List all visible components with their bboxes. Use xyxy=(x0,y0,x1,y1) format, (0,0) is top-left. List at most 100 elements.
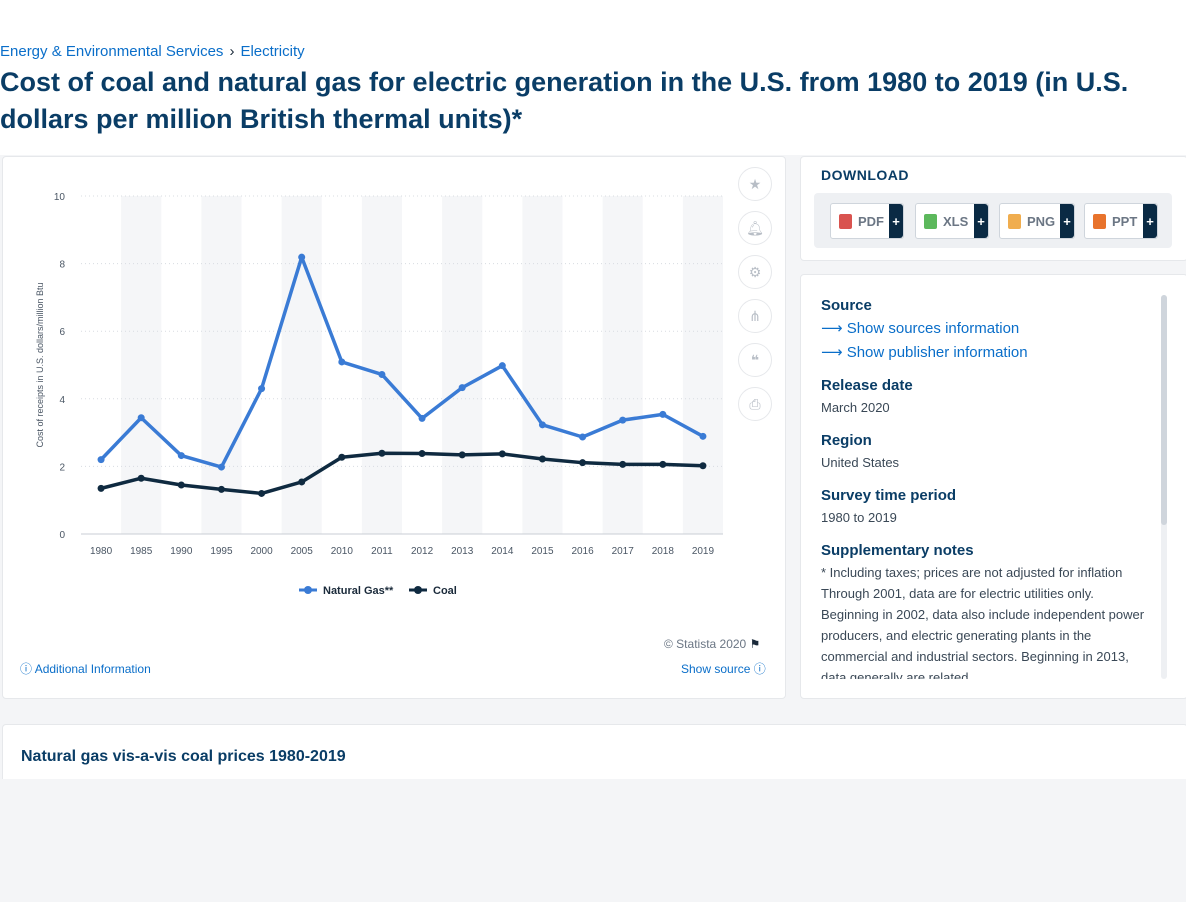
x-tick-label: 2005 xyxy=(291,546,314,557)
breadcrumb-separator: › xyxy=(229,43,235,60)
x-tick-label: 1985 xyxy=(130,546,153,557)
data-point-natural-gas xyxy=(97,456,105,464)
data-point-coal xyxy=(659,460,667,468)
xls-label: XLS xyxy=(943,213,969,229)
settings-button[interactable]: ⚙ xyxy=(738,255,772,289)
show-sources-link[interactable]: ⟶ Show sources information xyxy=(821,317,1146,341)
data-point-coal xyxy=(177,481,185,489)
data-point-coal xyxy=(538,455,546,463)
plus-icon: + xyxy=(974,204,988,238)
statista-credit[interactable]: © Statista 2020 ⚑ xyxy=(664,637,760,651)
x-tick-label: 2010 xyxy=(331,546,354,557)
notification-button[interactable]: 🔔︎ xyxy=(738,211,772,245)
series-line-coal xyxy=(99,451,705,496)
data-point-coal xyxy=(298,478,306,486)
survey-period-heading: Survey time period xyxy=(821,487,957,504)
data-point-natural-gas xyxy=(458,384,466,392)
png-file-icon xyxy=(1008,213,1021,229)
x-tick-label: 2015 xyxy=(531,546,554,557)
release-date-heading: Release date xyxy=(821,377,913,394)
data-point-natural-gas xyxy=(177,452,185,460)
plus-icon: + xyxy=(1060,204,1074,238)
ppt-label: PPT xyxy=(1112,213,1138,229)
data-point-natural-gas xyxy=(538,421,546,429)
favorite-button[interactable]: ★ xyxy=(738,167,772,201)
x-tick-label: 1995 xyxy=(210,546,233,557)
data-point-coal xyxy=(458,451,466,459)
column-band xyxy=(361,196,402,534)
download-ppt-button[interactable]: PPT + xyxy=(1084,203,1158,239)
data-point-natural-gas xyxy=(137,414,145,422)
arrow-right-icon: ⟶ xyxy=(821,320,843,337)
y-tick-label: 8 xyxy=(59,260,65,271)
column-band xyxy=(281,196,322,534)
download-xls-button[interactable]: XLS + xyxy=(915,203,989,239)
data-point-coal xyxy=(619,460,627,468)
x-tick-label: 2013 xyxy=(451,546,474,557)
data-point-coal xyxy=(579,459,587,467)
data-point-coal xyxy=(378,449,386,457)
additional-information-link[interactable]: ⓘ Additional Information xyxy=(20,660,151,677)
y-tick-label: 2 xyxy=(59,462,65,473)
column-band xyxy=(682,196,723,534)
data-point-natural-gas xyxy=(619,416,627,424)
print-icon: ⎙ xyxy=(749,395,761,412)
download-pdf-button[interactable]: PDF + xyxy=(830,203,904,239)
x-tick-label: 2000 xyxy=(250,546,273,557)
ppt-file-icon xyxy=(1093,213,1106,229)
y-tick-label: 10 xyxy=(54,192,66,203)
star-icon: ★ xyxy=(748,175,762,192)
data-point-natural-gas xyxy=(579,433,587,441)
quote-icon: ❝ xyxy=(750,351,760,368)
supplementary-notes-heading: Supplementary notes xyxy=(821,542,974,559)
y-tick-label: 4 xyxy=(59,395,65,406)
data-point-natural-gas xyxy=(217,463,225,471)
legend-label-natural-gas: Natural Gas** xyxy=(323,585,394,597)
x-tick-label: 2016 xyxy=(571,546,594,557)
gear-icon: ⚙ xyxy=(748,263,762,280)
x-tick-label: 2014 xyxy=(491,546,514,557)
y-tick-label: 0 xyxy=(59,530,65,541)
legend-marker-coal xyxy=(414,586,422,594)
additional-information-label: Additional Information xyxy=(34,662,151,676)
show-publisher-link[interactable]: ⟶ Show publisher information xyxy=(821,341,1146,365)
survey-period-value: 1980 to 2019 xyxy=(821,510,897,525)
breadcrumb-item-electricity[interactable]: Electricity xyxy=(240,43,305,60)
download-png-button[interactable]: PNG + xyxy=(999,203,1075,239)
top-navigation-bar xyxy=(0,0,1186,38)
info-scrollbar[interactable] xyxy=(1161,295,1167,679)
data-point-coal xyxy=(258,489,266,497)
info-scroll-area[interactable]: Source ⟶ Show sources information ⟶ Show… xyxy=(821,295,1146,679)
download-card: DOWNLOAD PDF + XLS + PNG + PPT + xyxy=(800,156,1186,261)
png-label: PNG xyxy=(1027,213,1056,229)
breadcrumb-item-energy[interactable]: Energy & Environmental Services xyxy=(0,43,224,60)
bell-icon: 🔔︎ xyxy=(746,219,764,236)
scrollbar-thumb[interactable] xyxy=(1161,295,1167,525)
plus-icon: + xyxy=(1143,204,1157,238)
data-point-coal xyxy=(338,453,346,461)
data-point-natural-gas xyxy=(258,385,266,393)
cite-button[interactable]: ❝ xyxy=(738,343,772,377)
region-heading: Region xyxy=(821,432,872,449)
data-point-coal xyxy=(217,485,225,493)
show-source-link[interactable]: Show source ⓘ xyxy=(681,660,766,677)
show-source-label: Show source xyxy=(681,662,751,676)
print-button[interactable]: ⎙ xyxy=(738,387,772,421)
pdf-label: PDF xyxy=(858,213,884,229)
xls-file-icon xyxy=(924,213,937,229)
x-tick-label: 2019 xyxy=(692,546,715,557)
data-point-coal xyxy=(137,474,145,482)
y-axis-title: Cost of receipts in U.S. dollars/million… xyxy=(35,282,45,447)
x-tick-label: 1990 xyxy=(170,546,193,557)
source-heading: Source xyxy=(821,297,872,314)
show-publisher-label: Show publisher information xyxy=(846,344,1028,361)
download-heading: DOWNLOAD xyxy=(821,167,909,183)
related-section-title: Natural gas vis-a-vis coal prices 1980-2… xyxy=(21,748,346,765)
region-value: United States xyxy=(821,455,900,470)
data-point-coal xyxy=(498,450,506,458)
share-button[interactable]: ⋔ xyxy=(738,299,772,333)
data-point-natural-gas xyxy=(378,370,386,378)
data-point-coal xyxy=(97,484,105,492)
column-band xyxy=(602,196,643,534)
data-point-natural-gas xyxy=(338,358,346,366)
